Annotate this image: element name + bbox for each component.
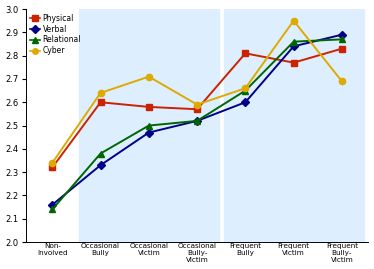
- Verbal: [50, 203, 55, 206]
- Physical: [98, 101, 103, 104]
- Cyber: [291, 19, 296, 22]
- Line: Cyber: Cyber: [49, 17, 345, 166]
- Relational: [50, 208, 55, 211]
- Physical: [147, 105, 151, 108]
- Line: Verbal: Verbal: [49, 31, 345, 208]
- Line: Relational: Relational: [49, 36, 345, 213]
- Verbal: [243, 101, 248, 104]
- Relational: [147, 124, 151, 127]
- Physical: [243, 52, 248, 55]
- Bar: [79, 9, 219, 242]
- Verbal: [98, 164, 103, 167]
- Line: Physical: Physical: [49, 45, 345, 171]
- Verbal: [340, 33, 344, 36]
- Cyber: [147, 75, 151, 78]
- Bar: [224, 9, 364, 242]
- Relational: [195, 119, 199, 122]
- Cyber: [340, 80, 344, 83]
- Verbal: [147, 131, 151, 134]
- Cyber: [50, 161, 55, 164]
- Physical: [195, 108, 199, 111]
- Relational: [243, 89, 248, 92]
- Physical: [340, 47, 344, 50]
- Verbal: [195, 119, 199, 122]
- Cyber: [98, 91, 103, 94]
- Cyber: [243, 87, 248, 90]
- Legend: Physical, Verbal, Relational, Cyber: Physical, Verbal, Relational, Cyber: [30, 13, 82, 56]
- Relational: [340, 38, 344, 41]
- Relational: [291, 40, 296, 43]
- Cyber: [195, 103, 199, 106]
- Physical: [291, 61, 296, 64]
- Verbal: [291, 45, 296, 48]
- Physical: [50, 166, 55, 169]
- Relational: [98, 152, 103, 155]
